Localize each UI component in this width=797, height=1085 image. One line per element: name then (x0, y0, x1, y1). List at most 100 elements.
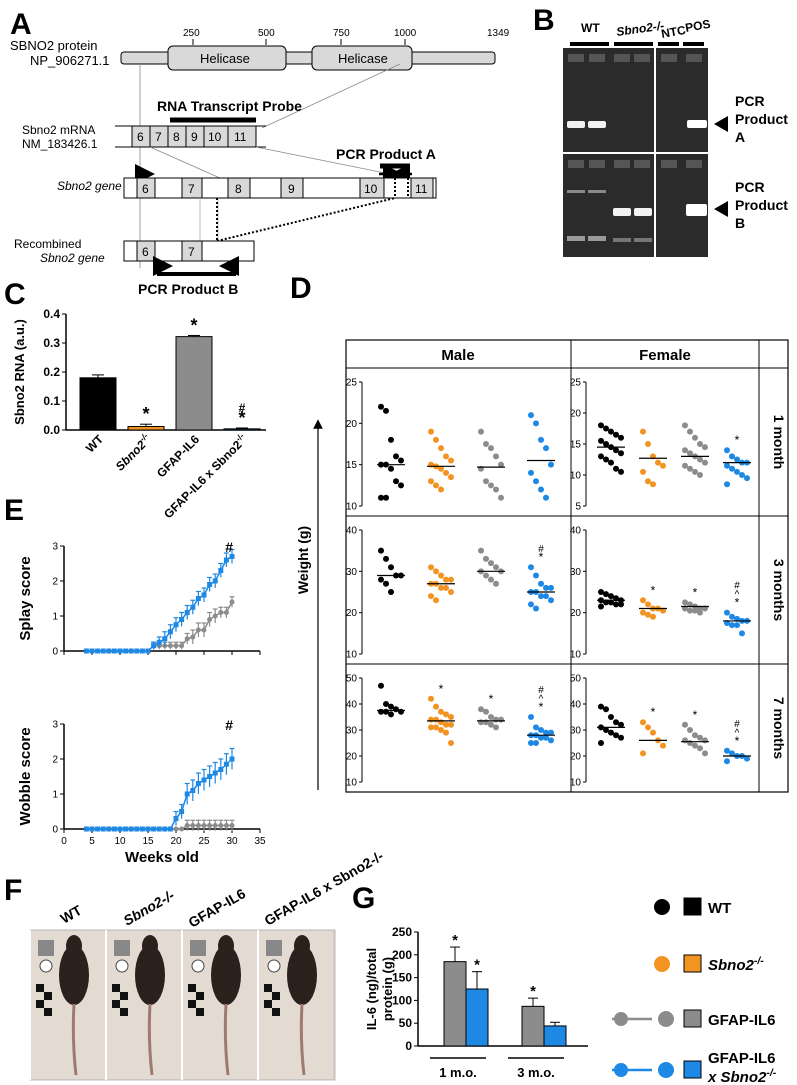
data-point (729, 453, 735, 460)
y-tick-label: 30 (570, 726, 582, 737)
data-point (428, 695, 434, 702)
column-header: Male (441, 347, 474, 364)
data-point (184, 610, 190, 615)
data-point (682, 447, 688, 454)
significance-marker: * (142, 404, 149, 424)
legend-marker (683, 1060, 702, 1079)
data-point (598, 453, 604, 460)
lane-label-pos: POS (684, 17, 711, 35)
panel-label-a: A (10, 8, 32, 41)
data-point (478, 706, 484, 713)
row-header: 3 months (771, 559, 787, 621)
data-point (493, 580, 499, 587)
panel-label-f: F (4, 874, 22, 907)
significance-marker: # (225, 717, 233, 733)
data-point (608, 729, 614, 736)
x-tick-label: 20 (170, 836, 182, 847)
data-point (156, 826, 162, 832)
data-point (428, 593, 434, 600)
data-point (483, 555, 489, 562)
data-point (645, 601, 651, 608)
data-point (702, 750, 708, 757)
scale-marker (266, 940, 282, 956)
legend-marker (683, 897, 702, 916)
data-point (618, 721, 624, 728)
significance-marker: * (530, 983, 536, 1000)
x-tick-label: 1 m.o. (439, 1065, 477, 1080)
data-point (212, 823, 218, 828)
bar (521, 1005, 545, 1047)
gene-exons: 6 7 8 9 10 11 (136, 177, 434, 199)
y-tick-label: 10 (346, 650, 358, 661)
data-point (660, 462, 666, 469)
chart-e: 0 1 2 3 Splay score #0 1 2 3 Wobble score #0 5 10 15 2… (17, 539, 266, 866)
data-point (106, 648, 112, 654)
data-point (702, 444, 708, 451)
data-point (145, 648, 151, 654)
panel-label-d: D (290, 272, 312, 305)
data-point (528, 601, 534, 608)
significance-marker: * (693, 708, 698, 722)
significance-marker: # (734, 719, 740, 730)
significance-marker: * (651, 583, 656, 597)
data-point (173, 826, 179, 832)
data-point (134, 826, 140, 832)
data-point (443, 584, 449, 591)
scale-checker (264, 1000, 272, 1008)
mouse (135, 945, 165, 1005)
data-point (443, 453, 449, 460)
gel-band (634, 208, 652, 216)
data-point (95, 648, 101, 654)
svg-text:8: 8 (173, 130, 180, 144)
data-point (493, 724, 499, 731)
significance-marker: * (651, 705, 656, 719)
data-point (533, 740, 539, 746)
data-point (702, 737, 708, 744)
pcr-a-label: PCR Product A (336, 146, 436, 162)
data-point (388, 436, 394, 443)
data-point (697, 456, 703, 463)
data-point (697, 441, 703, 447)
y-tick-label: 25 (570, 378, 582, 389)
data-point (618, 468, 624, 475)
data-point (488, 560, 494, 567)
y-tick-label: 40 (346, 526, 358, 537)
legend-marker (654, 899, 670, 915)
significance-marker: * (539, 550, 544, 564)
mouse-tail (71, 1003, 78, 1076)
data-point (478, 547, 484, 554)
mouse-head (294, 935, 310, 957)
data-point (729, 622, 735, 629)
data-point (618, 601, 624, 608)
data-point (223, 761, 229, 767)
data-point (613, 601, 619, 608)
data-point (528, 740, 534, 746)
data-point (212, 770, 218, 776)
data-point (543, 584, 549, 591)
data-point (448, 589, 454, 595)
x-tick-label: 15 (142, 836, 154, 847)
data-point (117, 826, 123, 832)
y-tick-label: 0 (52, 647, 58, 658)
mouse-head (66, 935, 82, 957)
ruler-tick: 1000 (394, 28, 417, 39)
data-point (608, 593, 614, 600)
bar (175, 336, 213, 431)
data-point (538, 727, 544, 733)
data-point (438, 708, 444, 715)
scale-marker (191, 959, 205, 973)
data-point (388, 465, 394, 472)
y-tick-label: 30 (570, 567, 582, 578)
data-point (195, 596, 201, 601)
y-tick-label: 15 (570, 440, 582, 451)
data-point (151, 643, 157, 649)
x-tick-label: 35 (254, 836, 266, 847)
y-tick-label: 20 (570, 409, 582, 420)
data-point (448, 721, 454, 728)
gel-image (563, 48, 708, 257)
data-point (618, 450, 624, 457)
data-point (702, 459, 708, 466)
photo-label: GFAP-IL6 (186, 885, 249, 930)
protein-label: SBNO2 protein (10, 38, 97, 53)
